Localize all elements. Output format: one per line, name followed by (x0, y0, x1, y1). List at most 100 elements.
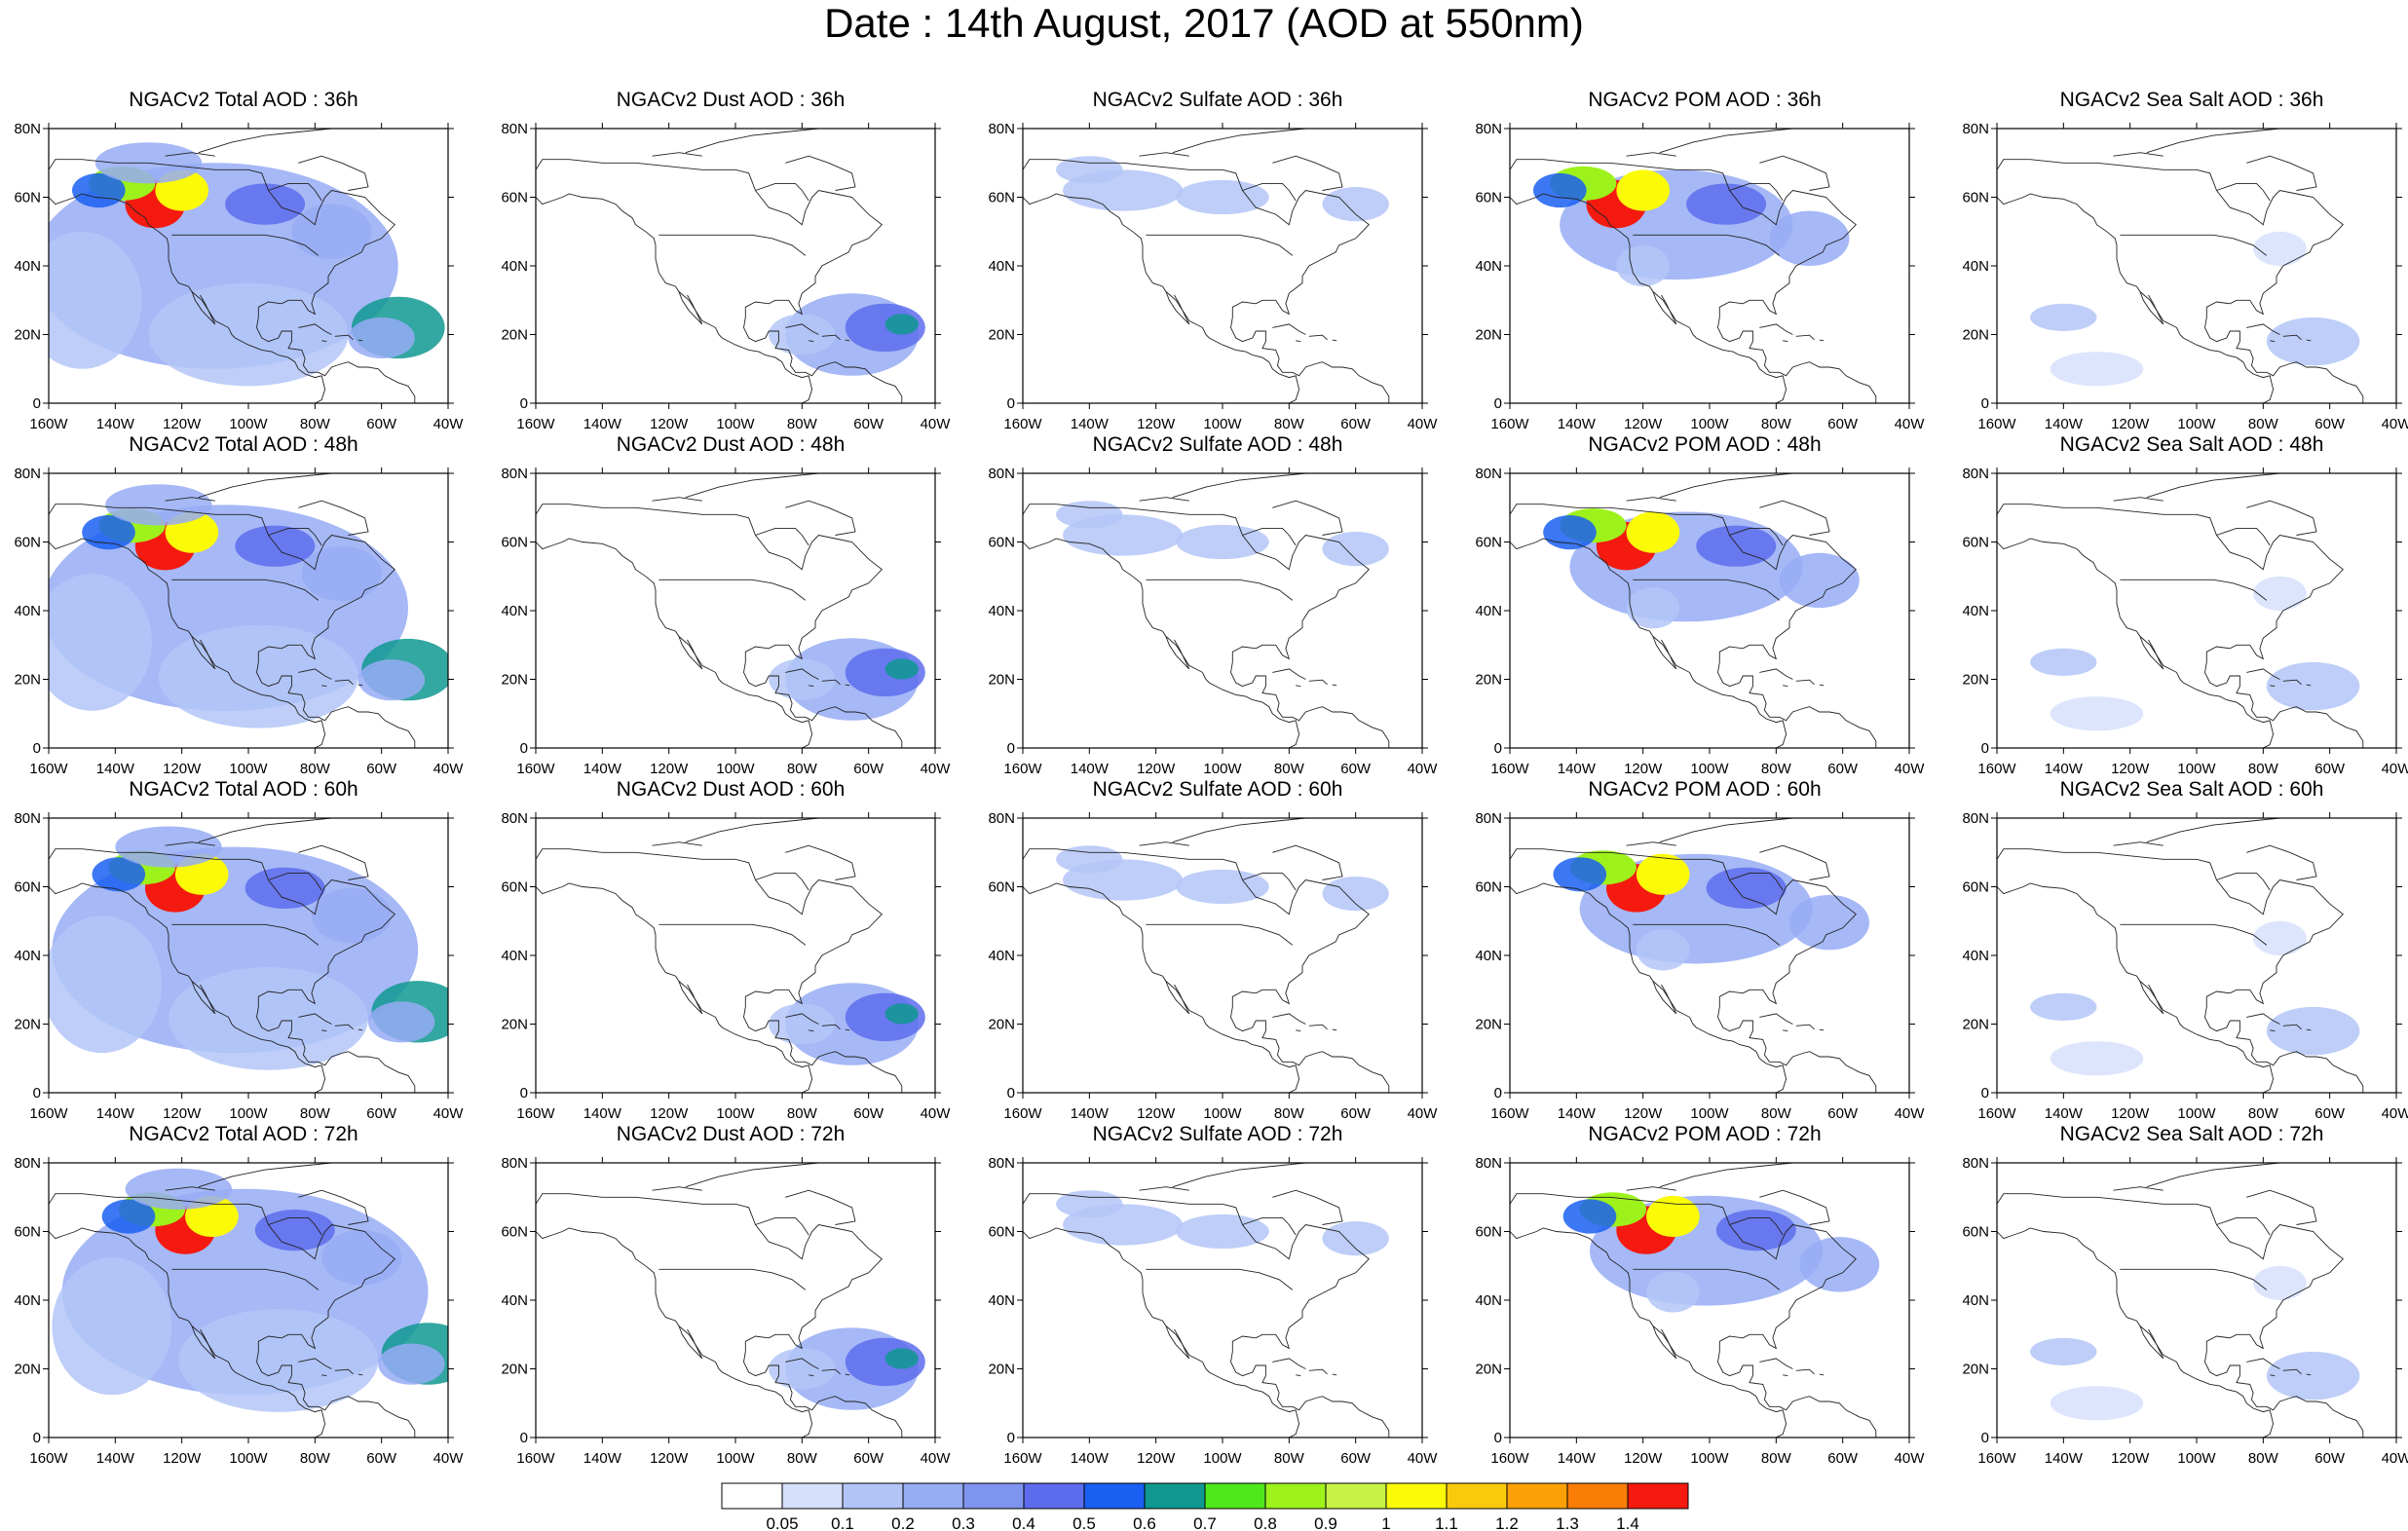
map-plot: 80N 60N 40N 20N 0 160W 140W 120W 100W 80W 60W 40W (14, 810, 464, 1122)
aod-plume (1176, 1214, 1269, 1250)
lon-tick-label: 60W (2314, 761, 2346, 777)
lat-tick-label: 60N (1475, 1224, 1502, 1241)
map-plot: 80N 60N 40N 20N 0 160W 140W 120W 100W 80W 60W 40W (1962, 121, 2408, 432)
aod-field (1553, 850, 1869, 971)
aod-plume (378, 1343, 445, 1385)
aod-plume (1176, 524, 1269, 560)
panel-title: NGACv2 Dust AOD : 72h (616, 1123, 846, 1145)
lon-tick-label: 140W (2045, 1105, 2084, 1122)
lon-tick-label: 60W (1340, 1105, 1372, 1122)
lon-tick-label: 120W (2111, 1450, 2150, 1467)
map-panel-dust-17: NGACv2 Dust AOD : 72h 80N 60N 40N 20N 0 160W 14… (487, 1122, 974, 1473)
aod-field (1562, 1192, 1880, 1313)
lat-tick-label: 80N (1962, 810, 1989, 827)
lon-tick-label: 80W (1761, 761, 1792, 777)
colorbar-label: 1.1 (1435, 1514, 1458, 1531)
aod-plume (2050, 1041, 2144, 1076)
aod-plume (1626, 511, 1680, 553)
lon-tick-label: 120W (1624, 1450, 1663, 1467)
panel-title: NGACv2 Dust AOD : 36h (616, 89, 846, 111)
lat-tick-label: 40N (501, 1292, 528, 1309)
lon-tick-label: 140W (1071, 761, 1110, 777)
lon-tick-label: 40W (2382, 1105, 2408, 1122)
lat-tick-label: 20N (988, 1362, 1015, 1378)
lat-tick-label: 0 (1494, 1430, 1502, 1446)
aod-field (769, 1327, 925, 1410)
aod-field (52, 1168, 448, 1412)
lat-tick-label: 0 (1494, 395, 1502, 412)
colorbar-label: 0.6 (1133, 1514, 1156, 1531)
colorbar-label: 0.1 (831, 1514, 854, 1531)
panel-title: NGACv2 Dust AOD : 48h (616, 433, 846, 456)
lon-tick-label: 40W (2382, 1450, 2408, 1467)
coastline (1023, 473, 1390, 748)
map-plot: 80N 60N 40N 20N 0 160W 140W 120W 100W 80W 60W 40W (501, 466, 951, 777)
aod-field (769, 638, 925, 721)
lat-tick-label: 60N (1475, 190, 1502, 206)
lat-tick-label: 40N (501, 603, 528, 619)
lon-tick-label: 140W (1558, 761, 1597, 777)
aod-plume (245, 867, 325, 909)
aod-plume (2050, 696, 2144, 731)
lon-tick-label: 100W (2177, 1105, 2216, 1122)
aod-plume (52, 1257, 172, 1396)
lon-tick-label: 40W (433, 416, 465, 432)
colorbar-swatch (1446, 1482, 1508, 1510)
aod-field (769, 293, 925, 376)
panel-title: NGACv2 Sulfate AOD : 60h (1092, 778, 1343, 801)
lon-tick-label: 120W (1137, 1450, 1176, 1467)
lat-tick-label: 80N (1962, 466, 1989, 482)
lat-tick-label: 20N (501, 1362, 528, 1378)
lat-tick-label: 0 (1007, 1430, 1015, 1446)
aod-plume (1646, 1195, 1700, 1238)
lon-tick-label: 40W (2382, 416, 2408, 432)
aod-field (2030, 920, 2360, 1076)
map-panel-sulfate-13: NGACv2 Sulfate AOD : 60h 80N 60N 40N 20N 0 160… (974, 777, 1461, 1128)
lon-tick-label: 140W (583, 1450, 622, 1467)
aod-plume (301, 545, 382, 602)
lon-tick-label: 120W (163, 761, 202, 777)
lat-tick-label: 40N (1475, 603, 1502, 619)
lat-tick-label: 60N (501, 535, 528, 551)
lon-tick-label: 120W (2111, 761, 2150, 777)
lat-tick-label: 80N (501, 466, 528, 482)
aod-plume (92, 857, 146, 892)
map-plot: 80N 60N 40N 20N 0 160W 140W 120W 100W 80W 60W 40W (988, 121, 1438, 432)
aod-plume (235, 525, 316, 567)
colorbar-swatch (1144, 1482, 1206, 1510)
map-panel-total-11: NGACv2 Total AOD : 60h 80N 60N 40N 20N 0 160W 1… (0, 777, 487, 1128)
lat-tick-label: 40N (1962, 948, 1989, 964)
lon-tick-label: 160W (29, 1450, 68, 1467)
lon-tick-label: 140W (1071, 416, 1110, 432)
aod-plume (769, 314, 836, 355)
aod-plume (2050, 1386, 2144, 1421)
lat-tick-label: 60N (1962, 1224, 1989, 1241)
aod-plume (1696, 525, 1777, 567)
lon-tick-label: 80W (1761, 416, 1792, 432)
lat-tick-label: 40N (1475, 258, 1502, 275)
panel-title: NGACv2 POM AOD : 60h (1588, 778, 1822, 801)
lon-tick-label: 100W (229, 1105, 268, 1122)
map-panel-dust-12: NGACv2 Dust AOD : 60h 80N 60N 40N 20N 0 160W 14… (487, 777, 974, 1128)
lon-tick-label: 40W (1895, 1105, 1926, 1122)
lat-tick-label: 20N (988, 672, 1015, 689)
lat-tick-label: 0 (33, 1085, 41, 1102)
coastline (49, 129, 416, 403)
lon-tick-label: 160W (516, 761, 555, 777)
aod-plume (254, 1210, 335, 1251)
coastline (536, 1163, 903, 1438)
lat-tick-label: 80N (14, 1155, 41, 1172)
aod-plume (1553, 857, 1607, 892)
aod-field (2030, 1265, 2360, 1421)
lat-tick-label: 0 (33, 1430, 41, 1446)
colorbar-label: 1 (1381, 1514, 1390, 1531)
lon-tick-label: 80W (1274, 416, 1305, 432)
lat-tick-label: 20N (1475, 1362, 1502, 1378)
panel-title: NGACv2 Sea Salt AOD : 48h (2059, 433, 2324, 456)
lon-tick-label: 40W (921, 1105, 952, 1122)
lon-tick-label: 80W (787, 761, 818, 777)
aod-field (49, 484, 448, 728)
lat-tick-label: 80N (1962, 121, 1989, 137)
panel-title: NGACv2 Sea Salt AOD : 36h (2059, 89, 2324, 111)
lat-tick-label: 0 (1007, 395, 1015, 412)
